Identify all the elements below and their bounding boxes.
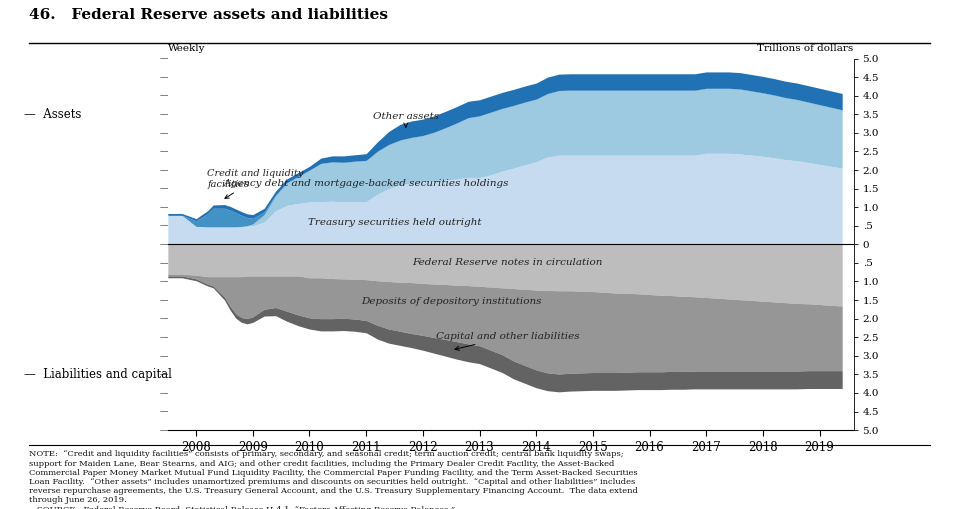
Text: NOTE:  “Credit and liquidity facilities” consists of primary, secondary, and sea: NOTE: “Credit and liquidity facilities” …: [29, 450, 638, 509]
Text: —  Liabilities and capital: — Liabilities and capital: [24, 368, 172, 381]
Text: Other assets: Other assets: [373, 112, 439, 127]
Text: —: —: [160, 426, 169, 434]
Text: —: —: [160, 54, 169, 63]
Text: —  Assets: — Assets: [24, 108, 82, 121]
Text: Weekly: Weekly: [168, 44, 205, 53]
Text: Agency debt and mortgage-backed securities holdings: Agency debt and mortgage-backed securiti…: [223, 179, 509, 187]
Text: —: —: [160, 259, 169, 267]
Text: —: —: [160, 73, 169, 81]
Text: —: —: [160, 352, 169, 360]
Text: —: —: [160, 129, 169, 137]
Text: Deposits of depository institutions: Deposits of depository institutions: [361, 297, 542, 306]
Text: Treasury securities held outright: Treasury securities held outright: [308, 217, 481, 227]
Text: Trillions of dollars: Trillions of dollars: [758, 44, 854, 53]
Text: —: —: [160, 166, 169, 174]
Text: Federal Reserve notes in circulation: Federal Reserve notes in circulation: [412, 259, 603, 267]
Text: —: —: [160, 315, 169, 323]
Text: 46.   Federal Reserve assets and liabilities: 46. Federal Reserve assets and liabiliti…: [29, 8, 387, 22]
Text: Credit and liquidity
facilities: Credit and liquidity facilities: [207, 169, 304, 199]
Text: —: —: [160, 333, 169, 341]
Text: —: —: [160, 92, 169, 100]
Text: —: —: [160, 389, 169, 397]
Text: —: —: [160, 296, 169, 304]
Text: —: —: [160, 110, 169, 118]
Text: —: —: [160, 203, 169, 211]
Text: —: —: [160, 277, 169, 286]
Text: —: —: [160, 371, 169, 378]
Text: —: —: [160, 148, 169, 155]
Text: —: —: [160, 408, 169, 415]
Text: —: —: [160, 240, 169, 248]
Text: —: —: [160, 222, 169, 230]
Text: Capital and other liabilities: Capital and other liabilities: [436, 332, 579, 350]
Text: —: —: [160, 185, 169, 192]
